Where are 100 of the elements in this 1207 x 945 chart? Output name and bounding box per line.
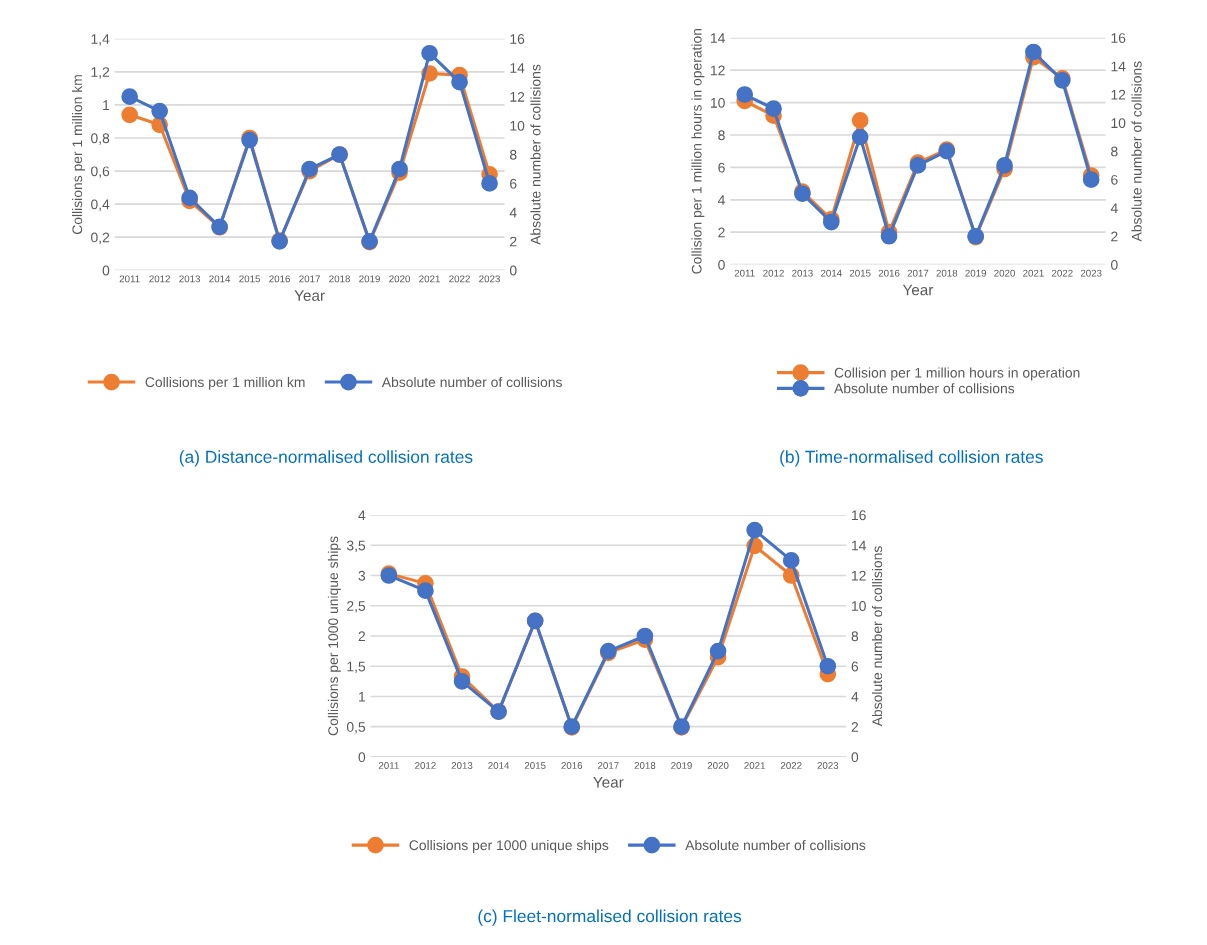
legend-label: Collisions per 1000 unique ships xyxy=(409,839,609,853)
y-tick-label: 8 xyxy=(718,130,725,141)
y-tick-label: 0,6 xyxy=(91,166,110,178)
y-tick-label: 1,4 xyxy=(91,34,110,46)
y2-tick-label: 14 xyxy=(510,63,525,73)
y2-axis-title: Absolute number of collisions xyxy=(871,546,883,727)
y-tick-label: 4 xyxy=(358,510,366,521)
x-tick-label: 2015 xyxy=(239,275,261,283)
y-tick-label: 2 xyxy=(358,631,365,642)
x-tick-label: 2014 xyxy=(488,762,510,769)
y2-tick-label: 0 xyxy=(851,752,859,763)
x-tick-label: 2013 xyxy=(451,762,473,769)
x-tick-label: 2023 xyxy=(479,275,500,283)
y-tick-label: 14 xyxy=(710,33,725,43)
legend-label: Absolute number of collisions xyxy=(834,383,1015,394)
x-tick-label: 2016 xyxy=(561,762,583,769)
y2-tick-label: 0 xyxy=(1111,259,1118,270)
y2-tick-label: 8 xyxy=(509,149,517,160)
x-tick-label: 2022 xyxy=(780,762,802,769)
x-axis-title: Year xyxy=(294,290,325,301)
y-tick-label: 0,4 xyxy=(91,199,110,211)
y2-tick-label: 16 xyxy=(510,34,525,44)
x-tick-label: 2018 xyxy=(936,269,958,277)
y-tick-label: 0,2 xyxy=(91,232,110,244)
x-tick-label: 2019 xyxy=(965,269,987,277)
x-tick-label: 2018 xyxy=(634,762,656,769)
x-tick-label: 2012 xyxy=(415,762,436,769)
y-tick-label: 10 xyxy=(710,97,725,108)
y-tick-label: 2,5 xyxy=(347,601,366,613)
x-tick-label: 2011 xyxy=(734,269,755,277)
y-tick-label: 1,5 xyxy=(347,661,366,674)
y-tick-label: 1,2 xyxy=(91,67,110,79)
y-tick-label: 3,5 xyxy=(346,540,366,553)
text: (b) Time-normalised collision rates xyxy=(780,450,1043,467)
x-tick-label: 2017 xyxy=(907,269,929,277)
text: (c) Fleet-normalised collision rates xyxy=(478,909,742,926)
y2-tick-label: 8 xyxy=(851,631,859,642)
y2-tick-label: 0 xyxy=(509,265,517,276)
y-axis-title: Collisions per 1 million km xyxy=(72,75,85,235)
y-tick-label: 3 xyxy=(358,570,366,581)
x-tick-label: 2021 xyxy=(1023,269,1044,277)
y2-tick-label: 4 xyxy=(851,691,859,702)
y-axis-title: Collision per 1 million hours in operation xyxy=(691,28,705,274)
x-tick-label: 2013 xyxy=(179,275,201,283)
legend-label: Collisions per 1 million km xyxy=(145,376,305,390)
x-tick-label: 2016 xyxy=(878,269,900,277)
x-tick-label: 2021 xyxy=(419,275,440,283)
x-tick-label: 2023 xyxy=(1080,269,1102,277)
y2-tick-label: 6 xyxy=(510,178,517,189)
legend-label: Absolute number of collisions xyxy=(381,376,562,388)
x-tick-label: 2021 xyxy=(744,762,765,769)
x-tick-label: 2012 xyxy=(149,275,170,283)
y2-axis-title: Absolute number of collisions xyxy=(1131,61,1142,242)
y-tick-label: 0 xyxy=(358,752,366,763)
x-tick-label: 2011 xyxy=(119,275,140,283)
y2-tick-label: 8 xyxy=(1111,146,1118,157)
y-tick-label: 6 xyxy=(718,162,725,173)
x-tick-label: 2015 xyxy=(524,762,546,769)
legend-label: Collision per 1 million hours in operation xyxy=(834,367,1080,381)
y2-tick-label: 16 xyxy=(852,510,866,521)
y-tick-label: 1 xyxy=(103,100,110,110)
y2-tick-label: 10 xyxy=(852,601,866,611)
y-tick-label: 0,8 xyxy=(91,133,110,145)
y2-tick-label: 12 xyxy=(852,570,866,581)
y2-tick-label: 16 xyxy=(1111,33,1126,43)
x-tick-label: 2013 xyxy=(792,269,813,277)
y-tick-label: 0 xyxy=(102,265,110,276)
x-tick-label: 2023 xyxy=(817,762,839,769)
x-tick-label: 2012 xyxy=(763,269,784,277)
x-tick-label: 2020 xyxy=(707,762,729,769)
x-tick-label: 2022 xyxy=(449,275,470,283)
y2-tick-label: 6 xyxy=(1111,174,1118,185)
x-tick-label: 2014 xyxy=(209,275,231,283)
y-tick-label: 2 xyxy=(718,227,725,238)
x-tick-label: 2017 xyxy=(299,275,320,283)
y2-tick-label: 2 xyxy=(851,722,858,732)
x-tick-label: 2020 xyxy=(994,269,1015,277)
x-tick-label: 2011 xyxy=(378,762,399,769)
x-axis-title: Year xyxy=(902,284,934,296)
x-tick-label: 2018 xyxy=(329,275,350,283)
x-tick-label: 2015 xyxy=(849,269,871,277)
y2-tick-label: 12 xyxy=(510,91,525,102)
y2-axis-title: Absolute number of collisions xyxy=(530,64,541,245)
y2-tick-label: 14 xyxy=(1111,61,1126,72)
x-axis-title: Year xyxy=(593,776,624,788)
y2-tick-label: 2 xyxy=(1111,231,1118,242)
y2-tick-label: 14 xyxy=(852,540,867,551)
x-tick-label: 2016 xyxy=(269,275,290,283)
x-tick-label: 2017 xyxy=(598,762,619,769)
y2-tick-label: 10 xyxy=(510,120,525,131)
x-tick-label: 2014 xyxy=(820,269,842,277)
y-tick-label: 0 xyxy=(718,259,725,270)
y-tick-label: 1 xyxy=(359,691,366,702)
y2-tick-label: 4 xyxy=(509,207,517,218)
x-tick-label: 2020 xyxy=(389,275,410,283)
y2-tick-label: 12 xyxy=(1111,89,1126,100)
y-tick-label: 12 xyxy=(710,65,725,76)
y2-tick-label: 6 xyxy=(851,661,859,672)
legend-label: Absolute number of collisions xyxy=(685,839,866,851)
x-tick-label: 2019 xyxy=(671,762,692,769)
